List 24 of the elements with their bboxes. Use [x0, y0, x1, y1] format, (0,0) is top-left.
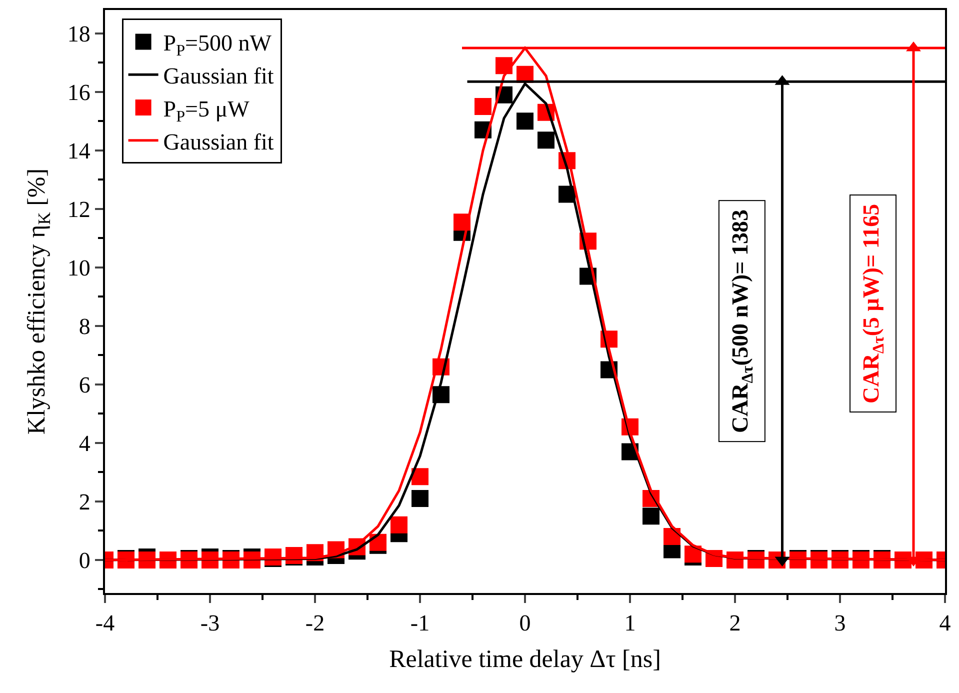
- x-axis-title: Relative time delay Δτ [ns]: [389, 646, 661, 674]
- y-tick-label: 14: [67, 138, 91, 164]
- x-tick-label: -3: [200, 610, 220, 636]
- y-tick-label: 6: [78, 372, 90, 398]
- y-tick-label: 10: [67, 255, 90, 280]
- x-tick-label: 1: [624, 610, 636, 636]
- y-tick-label: 18: [67, 21, 90, 46]
- x-tick-label: 3: [834, 610, 846, 636]
- y-tick-label: 16: [67, 80, 90, 105]
- y-tick-label: 8: [78, 314, 90, 339]
- y-tick-label: 2: [78, 489, 90, 514]
- y-tick-label: 4: [78, 430, 91, 456]
- legend-label: Gaussian fit: [163, 64, 274, 89]
- x-tick-label: -2: [305, 610, 325, 636]
- legend-label: P$_{P}$=5 μW: [163, 96, 250, 126]
- x-tick-label: -1: [410, 610, 430, 636]
- y-tick-label: 12: [67, 196, 90, 222]
- x-tick-label: 2: [729, 610, 741, 636]
- x-tick-label: 0: [519, 610, 531, 636]
- legend-label: P$_{P}$=500 nW: [163, 30, 272, 60]
- y-tick-label: 0: [78, 548, 90, 573]
- legend-label: Gaussian fit: [163, 129, 274, 154]
- x-tick-label: -4: [95, 610, 116, 636]
- x-tick-label: 4: [939, 610, 952, 636]
